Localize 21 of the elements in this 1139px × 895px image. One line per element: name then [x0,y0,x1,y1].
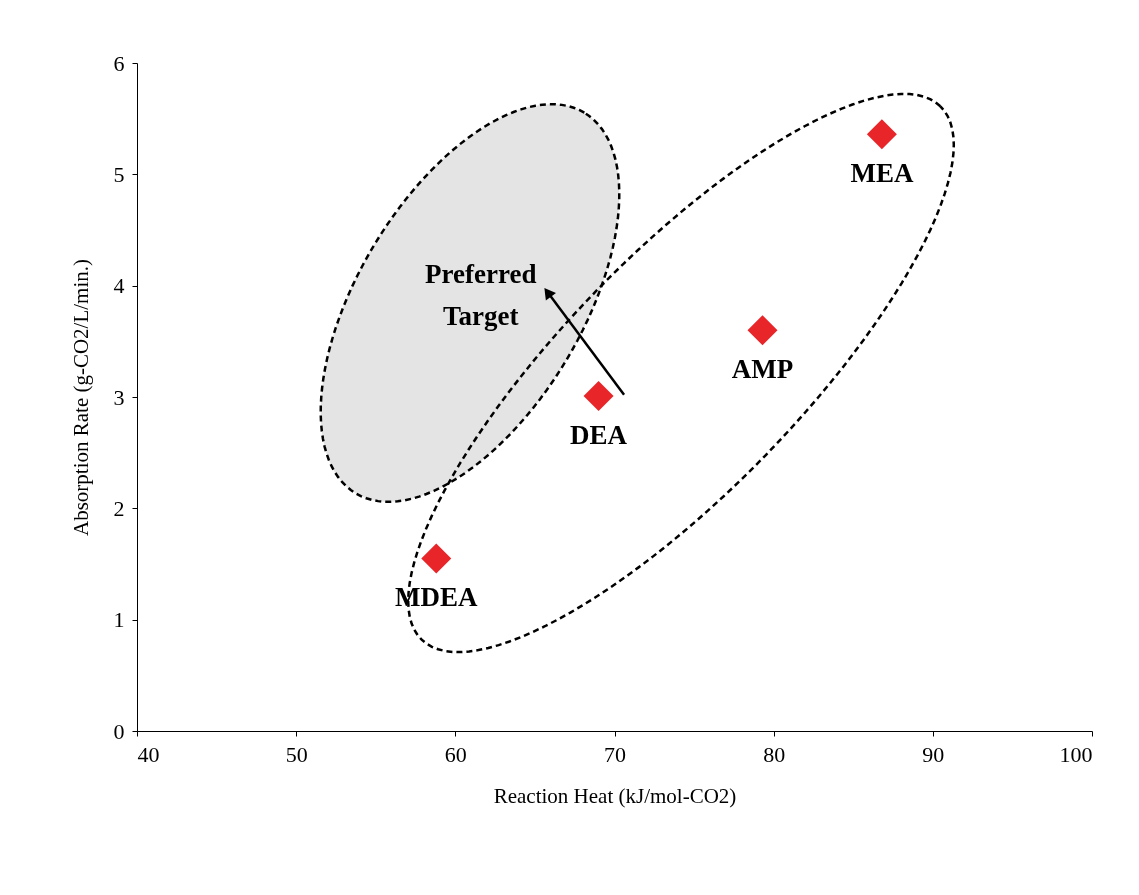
y-tick-label: 2 [113,495,125,521]
y-axis-title: Absorption Rate (g-CO2/L/min.) [68,258,93,537]
annotation: DEA [570,419,628,450]
annotation: MEA [850,158,914,189]
x-axis-title: Reaction Heat (kJ/mol-CO2) [493,783,737,808]
y-tick-label: 3 [113,384,125,410]
x-tick-label: 90 [922,741,945,767]
x-tick-label: 60 [444,741,467,767]
y-tick-label: 0 [113,718,125,744]
annotation: Preferred Target [425,258,537,331]
y-tick-label: 4 [113,273,125,299]
x-tick-label: 70 [604,741,626,767]
annotation: MDEA [394,582,478,613]
y-tick-label: 6 [113,50,125,76]
y-tick-label: 1 [113,607,125,633]
x-tick-label: 100 [1059,741,1093,767]
x-tick-label: 80 [763,741,786,767]
annotation: AMP [731,354,794,385]
y-tick-label: 5 [113,161,125,187]
x-tick-label: 40 [137,741,160,767]
x-tick-label: 50 [285,741,308,767]
